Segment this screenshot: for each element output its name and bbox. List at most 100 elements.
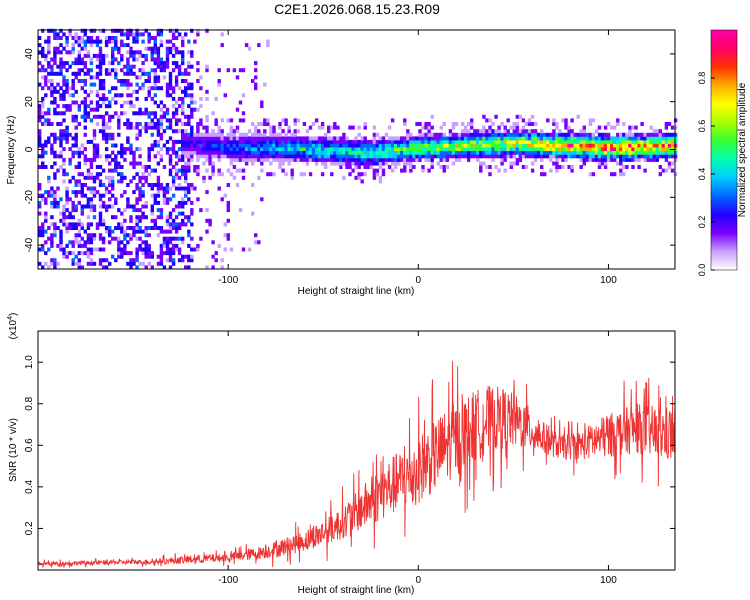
spectrogram-cell (199, 208, 203, 213)
spectrogram-cell (424, 150, 428, 155)
spectrogram-cell (144, 233, 148, 238)
spectrogram-cell (661, 147, 666, 152)
spectrogram-cell (658, 132, 662, 137)
spectrogram-cell (62, 222, 66, 227)
spectrogram-cell (384, 157, 389, 162)
spectrogram-cell (150, 86, 154, 91)
spectrogram-cell (71, 136, 75, 141)
spectrogram-cell (433, 150, 437, 155)
spectrogram-cell (390, 136, 395, 141)
spectrogram-cell (98, 57, 103, 62)
spectrogram-cell (320, 147, 325, 152)
spectrogram-cell (65, 82, 69, 87)
spectrogram-cell (387, 139, 392, 144)
spectrogram-cell (126, 240, 130, 245)
spectrogram-cell (369, 154, 373, 159)
spectrogram-cell (162, 68, 167, 73)
spectrogram-cell (77, 104, 81, 109)
spectrogram-cell (445, 154, 450, 159)
spectrogram-cell (603, 136, 608, 141)
spectrogram-cell (159, 118, 164, 123)
spectrogram-cell (442, 147, 446, 152)
spectrogram-cell (527, 143, 532, 148)
spectrogram-cell (576, 150, 580, 155)
colorbar-ticks: 0.00.20.40.60.8 (697, 72, 715, 276)
spectrogram-cell (375, 172, 380, 177)
spectrogram-cell (199, 86, 203, 91)
spectrogram-cell (74, 71, 78, 76)
spectrogram-cell (293, 143, 297, 148)
spectrogram-cell (442, 136, 446, 141)
spectrogram-cell (211, 129, 215, 134)
spectrogram-cell (503, 132, 507, 137)
spectrogram-cell (71, 93, 75, 98)
spectrogram-cell (83, 125, 87, 130)
spectrogram-cell (613, 125, 617, 130)
spectrogram-cell (430, 150, 434, 155)
spectrogram-cell (95, 190, 100, 195)
spectrogram-cell (104, 265, 109, 270)
spectrogram-cell (430, 147, 434, 152)
spectrogram-cell (104, 43, 109, 48)
spectrogram-cell (366, 147, 370, 152)
spectrogram-cell (211, 161, 215, 166)
spectrogram-cell (108, 118, 112, 123)
spectrogram-cell (101, 265, 106, 270)
spectrogram-cell (220, 32, 224, 37)
spectrogram-cell (53, 107, 57, 112)
spectrogram-cell (153, 168, 157, 173)
spectrogram-cell (98, 222, 103, 227)
spectrogram-cell (339, 165, 343, 169)
spectrogram-cell (579, 139, 583, 144)
spectrogram-cell (540, 147, 544, 152)
spectrogram-cell (101, 247, 106, 252)
spectrogram-cell (44, 240, 48, 245)
spectrogram-cell (597, 136, 602, 141)
spectrogram-cell (144, 240, 148, 245)
spectrogram-cell (673, 147, 678, 152)
spectrogram-cell (89, 89, 94, 94)
spectrogram-cell (159, 132, 164, 137)
spectrogram-cell (606, 139, 611, 144)
spectrogram-cell (187, 147, 191, 152)
spectrogram-cell (171, 46, 176, 51)
spectrogram-cell (184, 136, 188, 141)
spectrogram-cell (521, 143, 526, 148)
spectrogram-cell (433, 139, 437, 144)
spectrogram-cell (111, 254, 115, 259)
spectrogram-y-tick-label: 0 (24, 146, 35, 152)
spectrogram-cell (652, 147, 656, 152)
spectrogram-cell (460, 143, 465, 148)
spectrogram-cell (117, 114, 121, 119)
spectrogram-cell (126, 93, 130, 98)
spectrogram-cell (111, 132, 115, 137)
spectrogram-cell (126, 36, 130, 40)
spectrogram-cell (625, 136, 629, 141)
spectrogram-cell (643, 154, 647, 159)
spectrogram-cell (147, 111, 151, 116)
spectrogram-cell (104, 190, 109, 195)
spectrogram-cell (108, 168, 112, 173)
spectrogram-cell (38, 43, 42, 48)
spectrogram-cell (171, 143, 176, 148)
spectrogram-cell (533, 147, 538, 152)
spectrogram-cell (77, 150, 81, 155)
spectrogram-cell (597, 154, 602, 159)
spectrogram-cell (74, 57, 78, 62)
spectrogram-cell (372, 154, 377, 159)
spectrogram-cell (308, 172, 313, 177)
spectrogram-cell (68, 28, 72, 33)
spectrogram-cell (613, 147, 617, 152)
spectrogram-cell (570, 143, 574, 148)
spectrogram-cell (98, 68, 103, 73)
spectrogram-cell (177, 154, 182, 159)
spectrogram-cell (177, 64, 182, 69)
spectrogram-cell (491, 122, 495, 126)
spectrogram-cell (156, 86, 161, 91)
spectrogram-cell (74, 36, 78, 40)
spectrogram-cell (406, 139, 410, 144)
spectrogram-cell (144, 79, 148, 83)
spectrogram-cell (211, 265, 215, 270)
spectrogram-cell (418, 154, 422, 159)
spectrogram-cell (308, 157, 313, 162)
